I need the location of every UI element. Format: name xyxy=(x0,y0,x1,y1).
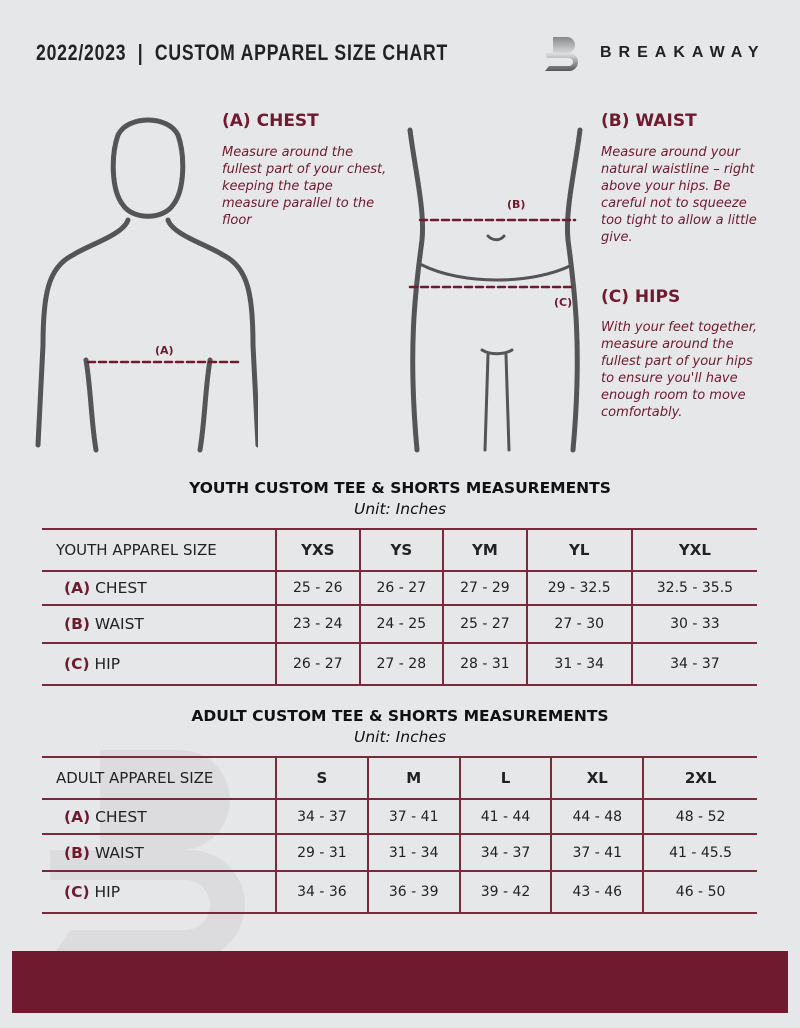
adult-size-table: ADULT APPAREL SIZE S M L XL 2XL (A) CHEST 34 - … xyxy=(42,756,757,914)
measurement-value: 27 - 30 xyxy=(525,604,632,644)
measurement-value: 36 - 39 xyxy=(366,870,460,914)
lower-body-figure xyxy=(407,127,583,453)
measurement-name: WAIST xyxy=(94,615,144,633)
measurement-name: CHEST xyxy=(95,579,147,597)
waist-heading: (B) WAIST xyxy=(601,111,697,131)
table-row: (A) CHEST 34 - 37 37 - 41 41 - 44 44 - 48 48 … xyxy=(42,798,757,835)
size-header: XL xyxy=(550,756,644,800)
page-title: 2022/2023 | CUSTOM APPAREL SIZE CHART xyxy=(36,40,449,65)
measurement-label: (C) HIP xyxy=(42,642,276,686)
measurement-value: 34 - 37 xyxy=(630,642,757,686)
measurement-value: 37 - 41 xyxy=(366,798,460,835)
measurement-value: 30 - 33 xyxy=(630,604,757,644)
hips-heading: (C) HIPS xyxy=(601,287,681,307)
measurement-label: (C) HIP xyxy=(42,870,276,914)
measurement-label: (A) CHEST xyxy=(42,570,276,606)
measurement-value: 43 - 46 xyxy=(550,870,644,914)
upper-body-figure xyxy=(35,117,258,453)
size-header: YL xyxy=(525,528,632,572)
size-header: S xyxy=(275,756,368,800)
measurement-value: 25 - 26 xyxy=(275,570,360,606)
measurement-value: 41 - 45.5 xyxy=(642,833,757,872)
chest-heading: (A) CHEST xyxy=(222,111,319,131)
size-header: YS xyxy=(358,528,444,572)
measurement-letter: (A) xyxy=(64,579,91,597)
size-header: YXL xyxy=(630,528,757,572)
measurement-name: HIP xyxy=(94,655,121,673)
measurement-value: 48 - 52 xyxy=(642,798,757,835)
size-header: YXS xyxy=(275,528,360,572)
table-row: (B) WAIST 23 - 24 24 - 25 25 - 27 27 - 30 30 … xyxy=(42,604,757,644)
size-header: 2XL xyxy=(642,756,757,800)
size-label-header: YOUTH APPAREL SIZE xyxy=(42,528,276,572)
measurement-label: (A) CHEST xyxy=(42,798,276,835)
measurement-letter: (B) xyxy=(64,615,90,633)
measurement-value: 46 - 50 xyxy=(642,870,757,914)
measurement-value: 29 - 32.5 xyxy=(525,570,632,606)
youth-size-table: YOUTH APPAREL SIZE YXS YS YM YL YXL (A) CHEST 2… xyxy=(42,528,757,686)
size-label-header: ADULT APPAREL SIZE xyxy=(42,756,276,800)
waist-marker: (B) xyxy=(507,198,526,211)
measurement-value: 23 - 24 xyxy=(275,604,360,644)
measurement-value: 26 - 27 xyxy=(358,570,444,606)
youth-section-title: YOUTH CUSTOM TEE & SHORTS MEASUREMENTS xyxy=(189,479,611,497)
measurement-value: 31 - 34 xyxy=(366,833,460,872)
measurement-value: 26 - 27 xyxy=(275,642,360,686)
chest-marker: (A) xyxy=(155,344,174,357)
measurement-value: 27 - 28 xyxy=(358,642,444,686)
measurement-value: 39 - 42 xyxy=(458,870,552,914)
measurement-value: 37 - 41 xyxy=(550,833,644,872)
measurement-value: 34 - 37 xyxy=(275,798,368,835)
measurement-value: 34 - 36 xyxy=(275,870,368,914)
measurement-value: 44 - 48 xyxy=(550,798,644,835)
measurement-value: 32.5 - 35.5 xyxy=(630,570,757,606)
measurement-letter: (B) xyxy=(64,843,90,862)
measurement-letter: (C) xyxy=(64,883,90,901)
measurement-label: (B) WAIST xyxy=(42,604,276,644)
measurement-label: (B) WAIST xyxy=(42,833,276,872)
hips-description: With your feet together, measure around … xyxy=(601,320,758,420)
size-header: YM xyxy=(442,528,527,572)
measurement-value: 41 - 44 xyxy=(458,798,552,835)
table-header-row: YOUTH APPAREL SIZE YXS YS YM YL YXL xyxy=(42,528,757,572)
footer-band xyxy=(12,951,788,1013)
hips-marker: (C) xyxy=(554,296,573,309)
measurement-value: 27 - 29 xyxy=(442,570,527,606)
youth-unit: Unit: Inches xyxy=(353,500,447,518)
size-header: L xyxy=(458,756,552,800)
measurement-name: CHEST xyxy=(95,807,147,826)
measurement-value: 28 - 31 xyxy=(442,642,527,686)
measurement-value: 25 - 27 xyxy=(442,604,527,644)
breakaway-logo-icon xyxy=(545,37,578,71)
table-row: (A) CHEST 25 - 26 26 - 27 27 - 29 29 - 32.5 3… xyxy=(42,570,757,606)
measurement-name: HIP xyxy=(94,883,121,901)
measurement-value: 34 - 37 xyxy=(458,833,552,872)
adult-section-title: ADULT CUSTOM TEE & SHORTS MEASUREMENTS xyxy=(191,707,609,725)
waist-description: Measure around your natural waistline – … xyxy=(601,145,757,245)
table-row: (C) HIP 26 - 27 27 - 28 28 - 31 31 - 34 34 - … xyxy=(42,642,757,686)
measurement-name: WAIST xyxy=(94,843,144,862)
measurement-value: 29 - 31 xyxy=(275,833,368,872)
table-header-row: ADULT APPAREL SIZE S M L XL 2XL xyxy=(42,756,757,800)
table-row: (B) WAIST 29 - 31 31 - 34 34 - 37 37 - 41 41 … xyxy=(42,833,757,872)
adult-unit: Unit: Inches xyxy=(353,728,447,746)
measurement-letter: (A) xyxy=(64,807,91,826)
chest-description: Measure around the fullest part of your … xyxy=(222,145,387,228)
size-header: M xyxy=(366,756,460,800)
brand-name: BREAKAWAY xyxy=(600,44,766,61)
measurement-letter: (C) xyxy=(64,655,90,673)
measurement-value: 24 - 25 xyxy=(358,604,444,644)
measurement-value: 31 - 34 xyxy=(525,642,632,686)
table-row: (C) HIP 34 - 36 36 - 39 39 - 42 43 - 46 46 - … xyxy=(42,870,757,914)
